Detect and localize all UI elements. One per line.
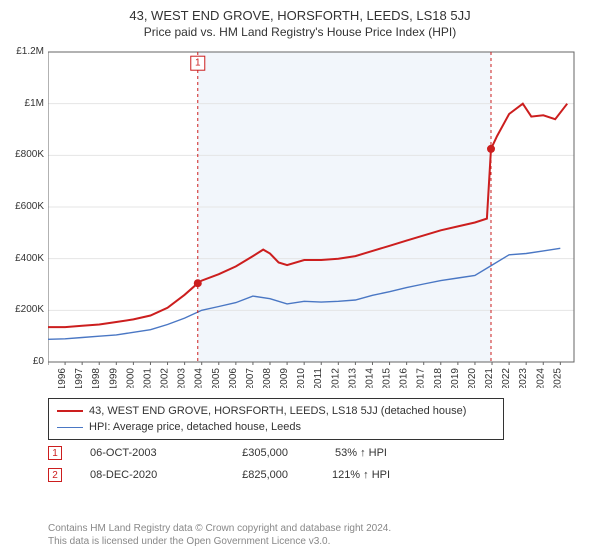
sale-price: £305,000 [208,447,288,459]
svg-text:2002: 2002 [160,368,171,388]
svg-text:1999: 1999 [108,368,119,388]
sale-pct: 53% ↑ HPI [316,447,406,459]
legend-label: 43, WEST END GROVE, HORSFORTH, LEEDS, LS… [89,403,466,419]
svg-text:2007: 2007 [245,368,256,388]
chart-subtitle: Price paid vs. HM Land Registry's House … [14,25,586,39]
attribution-footer: Contains HM Land Registry data © Crown c… [48,522,391,548]
chart-title: 43, WEST END GROVE, HORSFORTH, LEEDS, LS… [14,8,586,23]
sale-marker-box: 1 [48,446,62,460]
sale-row: 1 06-OCT-2003 £305,000 53% ↑ HPI [48,442,578,464]
sales-table: 1 06-OCT-2003 £305,000 53% ↑ HPI 2 08-DEC-202… [48,442,578,486]
sale-date: 08-DEC-2020 [90,469,180,481]
chart-container: 43, WEST END GROVE, HORSFORTH, LEEDS, LS… [0,0,600,560]
svg-text:1997: 1997 [74,368,85,388]
svg-text:2012: 2012 [330,368,341,388]
y-tick-label: £400K [15,253,44,264]
legend-swatch [57,410,83,412]
svg-text:2003: 2003 [177,368,188,388]
sale-price: £825,000 [208,469,288,481]
y-tick-label: £1M [25,98,44,109]
svg-text:2006: 2006 [228,368,239,388]
svg-text:1995: 1995 [48,368,51,388]
svg-text:2011: 2011 [313,368,324,388]
y-tick-label: £600K [15,201,44,212]
svg-text:2018: 2018 [433,368,444,388]
y-tick-label: £800K [15,149,44,160]
svg-text:2020: 2020 [467,368,478,388]
sale-pct: 121% ↑ HPI [316,469,406,481]
svg-text:1998: 1998 [91,368,102,388]
legend: 43, WEST END GROVE, HORSFORTH, LEEDS, LS… [48,398,504,440]
svg-text:2021: 2021 [484,368,495,388]
svg-text:2005: 2005 [211,368,222,388]
sale-marker-box: 2 [48,468,62,482]
svg-text:2000: 2000 [125,368,136,388]
svg-text:2015: 2015 [382,368,393,388]
footer-line-1: Contains HM Land Registry data © Crown c… [48,522,391,535]
svg-text:2024: 2024 [535,368,546,388]
legend-row: HPI: Average price, detached house, Leed… [57,419,495,435]
legend-label: HPI: Average price, detached house, Leed… [89,419,301,435]
svg-text:2004: 2004 [194,368,205,388]
svg-text:2017: 2017 [416,368,427,388]
legend-row: 43, WEST END GROVE, HORSFORTH, LEEDS, LS… [57,403,495,419]
svg-text:2022: 2022 [501,368,512,388]
footer-line-2: This data is licensed under the Open Gov… [48,535,391,548]
legend-swatch [57,427,83,428]
y-tick-label: £1.2M [16,46,44,57]
sale-date: 06-OCT-2003 [90,447,180,459]
sale-row: 2 08-DEC-2020 £825,000 121% ↑ HPI [48,464,578,486]
svg-text:2008: 2008 [262,368,273,388]
svg-text:2023: 2023 [518,368,529,388]
svg-text:2025: 2025 [552,368,563,388]
svg-text:1996: 1996 [57,368,68,388]
svg-text:2001: 2001 [142,368,153,388]
svg-text:2009: 2009 [279,368,290,388]
y-tick-label: £200K [15,304,44,315]
svg-text:2016: 2016 [399,368,410,388]
y-tick-label: £0 [33,356,44,367]
svg-text:2014: 2014 [364,368,375,388]
svg-text:1: 1 [195,58,201,69]
svg-text:2013: 2013 [347,368,358,388]
svg-text:2019: 2019 [450,368,461,388]
price-chart: 1995 1996 1997 1998 1999 2000 2001 2002 2003 2004… [48,48,578,388]
svg-text:2010: 2010 [296,368,307,388]
